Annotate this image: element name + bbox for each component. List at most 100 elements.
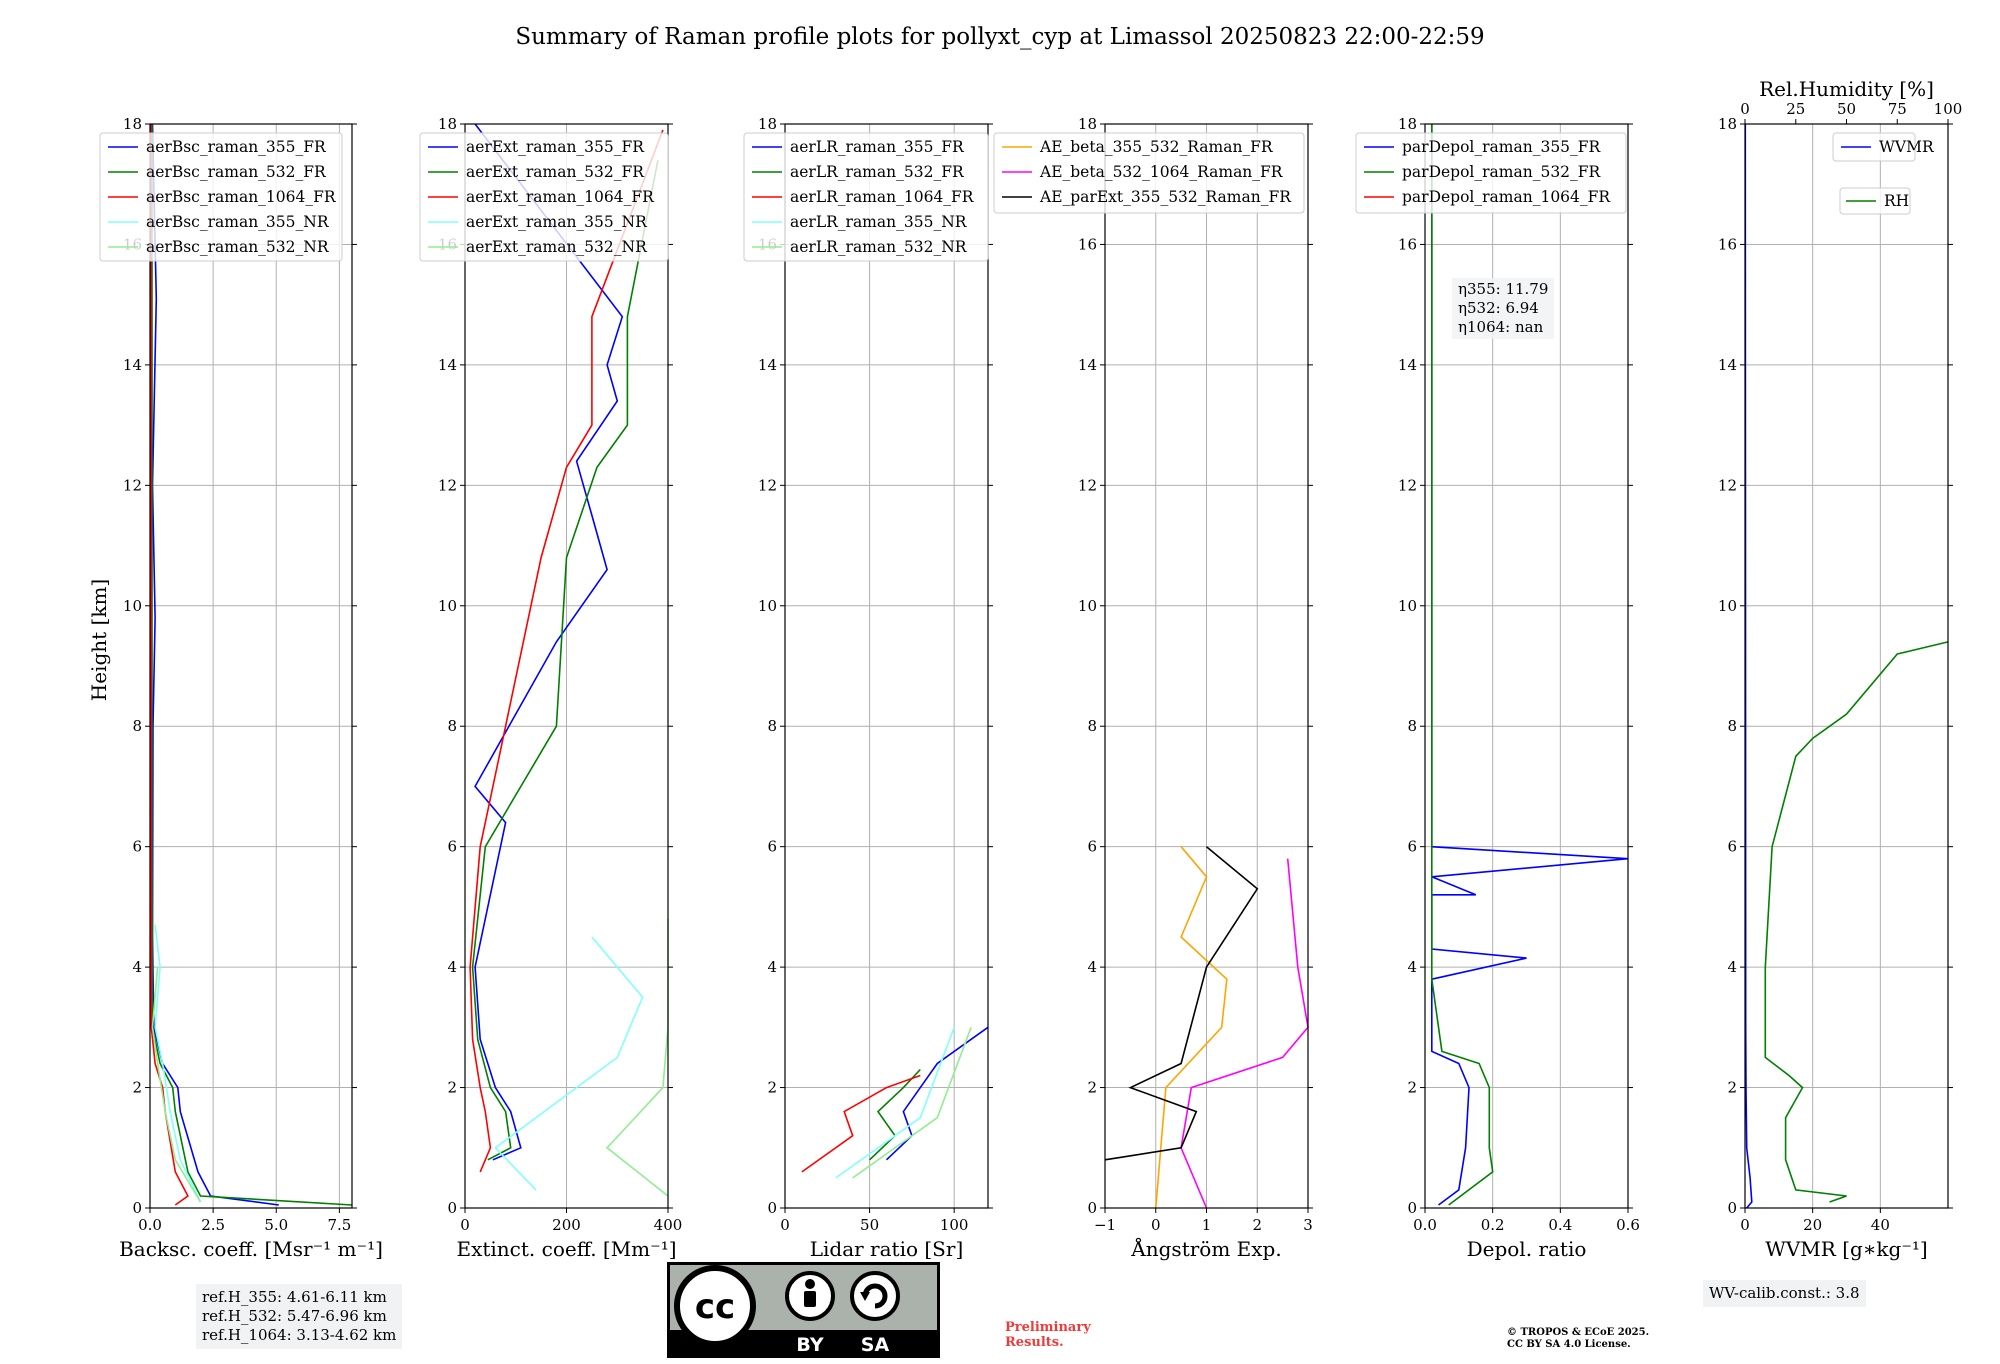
share-alike-icon xyxy=(850,1271,900,1321)
y-tick-label: 18 xyxy=(1078,115,1097,133)
x-axis-label: Extinct. coeff. [Mm⁻¹] xyxy=(456,1237,676,1261)
y-tick-label: 6 xyxy=(1727,838,1737,856)
y-tick-label: 10 xyxy=(758,597,777,615)
top-x-tick-label: 75 xyxy=(1888,100,1907,118)
series-line-parDepol_raman_355_FR xyxy=(1431,124,1629,1206)
y-tick-label: 16 xyxy=(1718,235,1737,253)
wv-calib-box: WV-calib.const.: 3.8 xyxy=(1703,1280,1866,1307)
legend-label: aerLR_raman_355_FR xyxy=(790,138,965,156)
y-tick-label: 6 xyxy=(1087,838,1097,856)
series-line-aerBsc_raman_532_FR xyxy=(151,124,353,1206)
legend-label: aerBsc_raman_1064_FR xyxy=(146,188,337,206)
x-tick-label: −1 xyxy=(1094,1216,1116,1234)
legend-frame xyxy=(1355,132,1627,214)
copyright-line-2: CC BY SA 4.0 License. xyxy=(1507,1339,1631,1350)
y-tick-label: 6 xyxy=(767,838,777,856)
x-tick-label: 40 xyxy=(1871,1216,1890,1234)
y-tick-label: 8 xyxy=(132,717,142,735)
y-tick-label: 12 xyxy=(1718,476,1737,494)
legend-label: WVMR xyxy=(1879,138,1935,156)
top-x-tick-label: 0 xyxy=(1740,100,1750,118)
y-tick-label: 18 xyxy=(758,115,777,133)
y-tick-label: 0 xyxy=(767,1199,777,1217)
legend-label: aerBsc_raman_355_FR xyxy=(146,138,327,156)
y-tick-label: 4 xyxy=(1407,958,1417,976)
x-tick-label: 0 xyxy=(460,1216,470,1234)
cc-by-sa-license-badge: cc BY SA xyxy=(667,1262,940,1358)
y-tick-label: 14 xyxy=(438,356,457,374)
series-line-AE_parExt_355_532_Raman_FR xyxy=(1104,846,1259,1161)
series-line-aerLR_raman_355_FR xyxy=(885,1026,989,1161)
cc-logo-icon xyxy=(674,1265,756,1347)
y-tick-label: 10 xyxy=(438,597,457,615)
x-tick-label: 2.5 xyxy=(201,1216,225,1234)
series-line-aerBsc_raman_355_FR xyxy=(151,123,279,1206)
x-tick-label: 7.5 xyxy=(327,1216,351,1234)
y-tick-label: 2 xyxy=(767,1079,777,1097)
x-axis-label: Depol. ratio xyxy=(1467,1237,1587,1261)
legend-label: aerBsc_raman_532_NR xyxy=(146,238,330,256)
series-line-aerLR_raman_532_FR xyxy=(869,1068,921,1161)
x-tick-label: 0 xyxy=(1740,1216,1750,1234)
figure-title: Summary of Raman profile plots for polly… xyxy=(515,24,1484,50)
x-tick-label: 0.0 xyxy=(1413,1216,1437,1234)
legend-label: AE_parExt_355_532_Raman_FR xyxy=(1039,188,1292,206)
y-tick-label: 2 xyxy=(447,1079,457,1097)
y-tick-label: 16 xyxy=(1398,235,1417,253)
panel-5: 0 2 4 6 8 10 12 14 16 18 0.0 0.2 0.4 0.6 Depol. ratio p… xyxy=(1355,115,1640,1261)
plot-frame xyxy=(784,123,989,1209)
y-tick-label: 12 xyxy=(123,476,142,494)
x-tick-label: 0.6 xyxy=(1616,1216,1640,1234)
legend-label: AE_beta_532_1064_Raman_FR xyxy=(1039,163,1284,181)
series-line-aerLR_raman_1064_FR xyxy=(801,1074,921,1173)
y-tick-label: 12 xyxy=(1398,476,1417,494)
plot-frame xyxy=(149,123,353,1209)
copyright-note: © TROPOS & ECoE 2025. CC BY SA 4.0 Licen… xyxy=(1507,1327,1649,1351)
x-tick-label: 200 xyxy=(552,1216,581,1234)
x-tick-label: 2 xyxy=(1252,1216,1262,1234)
y-tick-label: 4 xyxy=(132,958,142,976)
legend-frame xyxy=(99,132,343,262)
x-tick-label: 50 xyxy=(860,1216,879,1234)
y-tick-label: 4 xyxy=(1727,958,1737,976)
legend-label: aerExt_raman_355_NR xyxy=(466,213,648,231)
legend: aerLR_raman_355_FR aerLR_raman_532_FR aerL… xyxy=(743,132,989,262)
legend-label: aerLR_raman_532_FR xyxy=(790,163,965,181)
legend-frame xyxy=(743,132,989,262)
y-tick-label: 18 xyxy=(1718,115,1737,133)
badge-sa-label: SA xyxy=(861,1334,890,1356)
y-tick-label: 18 xyxy=(1398,115,1417,133)
x-tick-label: 400 xyxy=(654,1216,683,1234)
y-tick-label: 8 xyxy=(447,717,457,735)
y-tick-label: 10 xyxy=(1718,597,1737,615)
y-tick-label: 10 xyxy=(1078,597,1097,615)
y-tick-label: 14 xyxy=(1398,356,1417,374)
series-line-AE_beta_355_532_Raman_FR xyxy=(1155,846,1228,1209)
plot-frame xyxy=(1424,123,1629,1209)
series-line-WVMR xyxy=(1744,123,1753,1209)
y-tick-label: 0 xyxy=(1407,1199,1417,1217)
y-tick-label: 10 xyxy=(123,597,142,615)
y-tick-label: 16 xyxy=(1078,235,1097,253)
series-line-aerExt_raman_355_FR xyxy=(474,123,624,1161)
ref-height-1064: ref.H_1064: 3.13-4.62 km xyxy=(202,1326,397,1344)
series-line-aerExt_raman_532_FR xyxy=(471,159,659,1161)
legend: AE_beta_355_532_Raman_FR AE_beta_532_1064… xyxy=(993,132,1305,214)
ref-height-532: ref.H_532: 5.47-6.96 km xyxy=(202,1307,387,1325)
x-tick-label: 0.4 xyxy=(1548,1216,1572,1234)
ref-height-355: ref.H_355: 4.61-6.11 km xyxy=(202,1288,387,1306)
x-tick-label: 5.0 xyxy=(264,1216,288,1234)
y-tick-label: 2 xyxy=(1087,1079,1097,1097)
series-line-aerLR_raman_355_NR xyxy=(835,1027,955,1179)
y-tick-label: 18 xyxy=(438,115,457,133)
legend-label: parDepol_raman_355_FR xyxy=(1402,138,1602,156)
series-line-aerBsc_raman_355_NR xyxy=(154,924,202,1203)
y-tick-label: 4 xyxy=(767,958,777,976)
y-tick-label: 6 xyxy=(132,838,142,856)
eta-532: η532: 6.94 xyxy=(1458,299,1539,317)
legend: aerExt_raman_355_FR aerExt_raman_532_FRae… xyxy=(419,132,669,262)
